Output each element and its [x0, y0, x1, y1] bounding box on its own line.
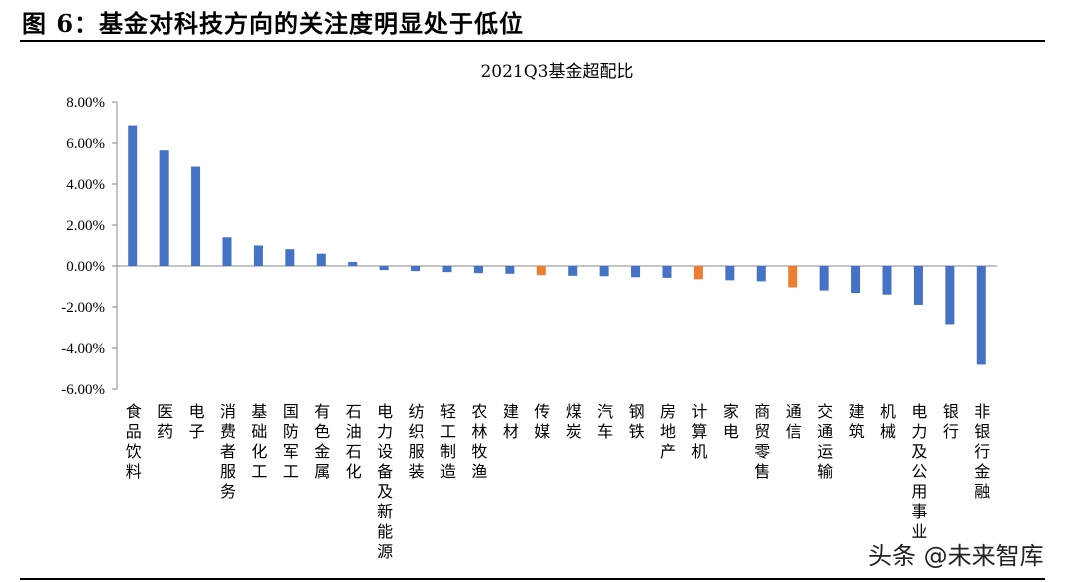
chart-title: 2021Q3基金超配比: [480, 62, 633, 82]
y-tick-label: -4.00%: [61, 341, 105, 357]
bar-24: [882, 266, 892, 295]
category-label-8: 电力设备及新能源: [377, 402, 393, 561]
category-label-21: 通信: [786, 402, 802, 441]
bars: [128, 125, 986, 365]
bar-13: [536, 266, 546, 276]
bar-2: [191, 166, 201, 266]
category-label-12: 建材: [503, 402, 519, 441]
category-label-25: 电力及公用事业: [911, 402, 927, 541]
bar-25: [913, 266, 923, 305]
y-ticks: 8.00% 6.00% 4.00% 2.00% 0.00% -2.00% -4.00% -6.…: [61, 95, 117, 398]
y-tick-label: 2.00%: [66, 218, 105, 234]
category-label-26: 银行: [943, 402, 959, 441]
bar-1: [159, 150, 169, 266]
category-label-4: 基础化工: [251, 402, 267, 481]
y-tick-label: -2.00%: [61, 300, 105, 316]
bar-12: [505, 266, 515, 274]
category-label-20: 商贸零售: [754, 402, 770, 481]
bar-16: [631, 266, 641, 278]
watermark: 头条 @未来智库: [868, 542, 1044, 570]
bar-9: [411, 266, 421, 272]
category-label-22: 交通运输: [817, 402, 833, 481]
bar-14: [568, 266, 578, 276]
category-label-13: 传媒: [534, 402, 550, 441]
category-label-15: 汽车: [597, 402, 613, 441]
figure-title: 图 6：基金对科技方向的关注度明显处于低位: [22, 9, 525, 38]
category-labels: 食品饮料医药电子消费者服务基础化工国防军工有色金属石油石化电力设备及新能源纺织服…: [126, 402, 991, 561]
bar-27: [976, 266, 986, 365]
bar-6: [316, 253, 326, 266]
category-label-6: 有色金属: [314, 402, 330, 481]
category-label-11: 农林牧渔: [471, 402, 487, 481]
category-label-14: 煤炭: [566, 402, 582, 441]
top-rule: [20, 40, 1045, 42]
bar-20: [756, 266, 766, 282]
category-label-2: 电子: [189, 402, 205, 441]
category-label-16: 钢铁: [629, 402, 645, 441]
y-tick-label: 8.00%: [66, 95, 105, 111]
bar-3: [222, 237, 232, 266]
category-label-19: 家电: [723, 402, 739, 441]
y-tick-label: 6.00%: [66, 136, 105, 152]
category-label-23: 建筑: [849, 402, 865, 441]
category-label-17: 房地产: [660, 402, 676, 461]
category-label-9: 纺织服装: [409, 402, 425, 481]
category-label-27: 非银行金融: [974, 402, 990, 501]
category-label-18: 计算机: [691, 402, 707, 461]
y-tick-label: 4.00%: [66, 177, 105, 193]
bar-17: [662, 266, 672, 278]
category-label-7: 石油石化: [346, 402, 362, 481]
bottom-rule: [20, 578, 1045, 580]
bar-5: [285, 249, 295, 266]
category-label-10: 轻工制造: [440, 402, 456, 481]
bar-23: [851, 266, 861, 294]
bar-7: [348, 261, 358, 266]
category-label-0: 食品饮料: [126, 402, 142, 481]
bar-15: [599, 266, 609, 277]
category-label-24: 机械: [880, 402, 896, 441]
category-label-1: 医药: [157, 402, 173, 441]
bar-10: [442, 266, 452, 273]
bar-11: [473, 266, 483, 274]
y-tick-label: 0.00%: [66, 259, 105, 275]
category-label-3: 消费者服务: [220, 402, 236, 501]
category-label-5: 国防军工: [283, 402, 299, 481]
bar-18: [693, 266, 703, 280]
bar-0: [128, 125, 138, 266]
bar-4: [253, 245, 263, 266]
y-tick-label: -6.00%: [61, 382, 105, 398]
bar-26: [945, 266, 955, 325]
bar-22: [819, 266, 829, 291]
bar-8: [379, 266, 389, 271]
bar-21: [788, 266, 798, 288]
bar-19: [725, 266, 735, 281]
